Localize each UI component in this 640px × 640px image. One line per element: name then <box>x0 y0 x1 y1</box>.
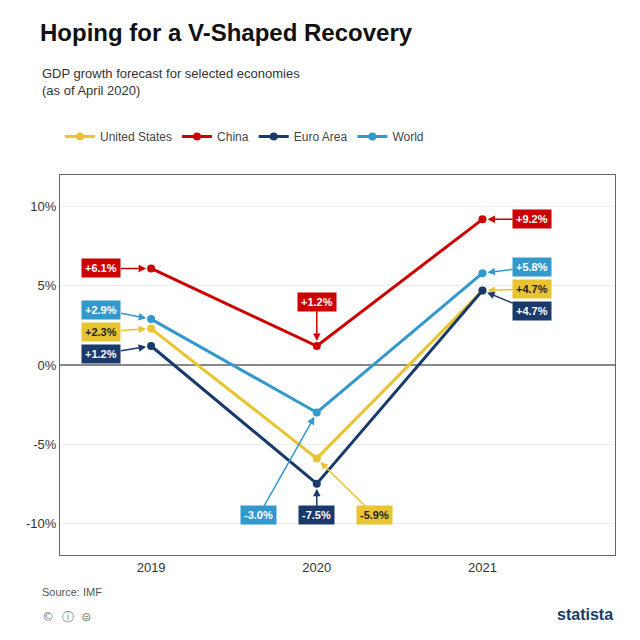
svg-text:-5%: -5% <box>33 437 57 452</box>
svg-text:0%: 0% <box>38 358 57 373</box>
svg-text:+5.8%: +5.8% <box>516 261 548 273</box>
svg-text:GDP growth forecast for select: GDP growth forecast for selected economi… <box>42 66 300 98</box>
svg-text:-7.5%: -7.5% <box>302 509 331 521</box>
svg-text:-3.0%: -3.0% <box>244 509 273 521</box>
svg-text:Hoping for a V-Shaped Recovery: Hoping for a V-Shaped Recovery <box>40 19 413 46</box>
svg-text:10%: 10% <box>30 199 56 214</box>
svg-text:World: World <box>392 130 423 144</box>
svg-text:United States: United States <box>100 130 172 144</box>
svg-text:Euro Area: Euro Area <box>294 130 348 144</box>
svg-text:+1.2%: +1.2% <box>301 296 333 308</box>
svg-text:+4.7%: +4.7% <box>516 283 548 295</box>
svg-text:-5.9%: -5.9% <box>360 509 389 521</box>
svg-text:+9.2%: +9.2% <box>516 213 548 225</box>
svg-text:-10%: -10% <box>26 516 57 531</box>
svg-text:5%: 5% <box>38 278 57 293</box>
svg-text:+6.1%: +6.1% <box>85 262 117 274</box>
svg-text:2020: 2020 <box>302 560 331 575</box>
svg-text:+4.7%: +4.7% <box>516 305 548 317</box>
svg-text:+1.2%: +1.2% <box>85 348 117 360</box>
svg-text:Source: IMF: Source: IMF <box>42 586 102 598</box>
svg-text:2019: 2019 <box>137 560 166 575</box>
svg-text:China: China <box>217 130 249 144</box>
svg-text:+2.9%: +2.9% <box>85 304 117 316</box>
svg-text:statista: statista <box>557 606 613 623</box>
svg-text:+2.3%: +2.3% <box>85 326 117 338</box>
svg-text:© ⓘ ⊜: © ⓘ ⊜ <box>42 610 91 624</box>
svg-text:2021: 2021 <box>468 560 497 575</box>
